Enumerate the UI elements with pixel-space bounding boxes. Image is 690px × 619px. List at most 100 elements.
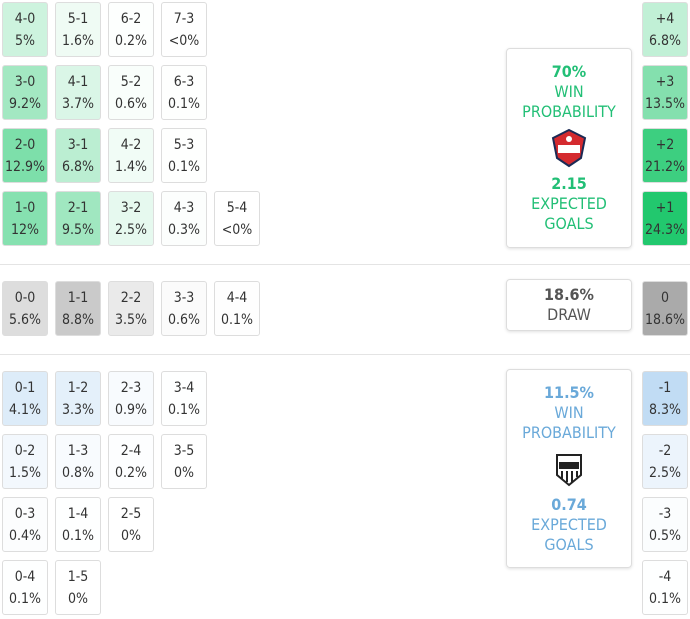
- score-cell: 4-4 0.1%: [214, 281, 260, 336]
- home-logo: [551, 128, 587, 168]
- score-cell: +2 21.2%: [642, 128, 688, 183]
- probability: 21.2%: [644, 158, 685, 175]
- probability: 24.3%: [644, 221, 685, 238]
- score: -3: [658, 505, 672, 522]
- score-cell: 0-2 1.5%: [2, 434, 48, 489]
- probability: 1.6%: [62, 32, 94, 49]
- score-cell: 2-2 3.5%: [108, 281, 154, 336]
- score-cell: 5-1 1.6%: [55, 2, 101, 57]
- probability: 1.5%: [9, 464, 41, 481]
- score-cell: 1-3 0.8%: [55, 434, 101, 489]
- score: 1-2: [67, 379, 89, 396]
- probability: 0.4%: [9, 527, 41, 544]
- score: -1: [658, 379, 672, 396]
- score-cell: +4 6.8%: [642, 2, 688, 57]
- score: 4-0: [14, 10, 36, 27]
- separator: [0, 264, 690, 265]
- score: +4: [655, 10, 675, 27]
- probability: 0%: [174, 464, 194, 481]
- score: 3-1: [67, 136, 89, 153]
- score: 1-4: [67, 505, 89, 522]
- probability: <0%: [221, 221, 253, 238]
- score: 5-2: [120, 73, 142, 90]
- separator: [0, 354, 690, 355]
- score: 0-0: [14, 289, 36, 306]
- probability: 3.3%: [62, 401, 94, 418]
- score-cell: 1-2 3.3%: [55, 371, 101, 426]
- probability: 0.2%: [115, 32, 147, 49]
- probability: 0.1%: [168, 95, 200, 112]
- score-cell: 3-4 0.1%: [161, 371, 207, 426]
- score: 4-1: [67, 73, 89, 90]
- score-cell: 2-5 0%: [108, 497, 154, 552]
- probability: 0.2%: [115, 464, 147, 481]
- score-cell: 5-2 0.6%: [108, 65, 154, 120]
- score-cell: -4 0.1%: [642, 560, 688, 615]
- probability: 6.8%: [649, 32, 681, 49]
- draw-card: 18.6% DRAW: [506, 279, 632, 331]
- probability: 0.1%: [221, 311, 253, 328]
- probability: 0.6%: [168, 311, 200, 328]
- draw-label: DRAW: [547, 305, 591, 324]
- probability: 18.6%: [644, 311, 685, 328]
- score: 2-0: [14, 136, 36, 153]
- score-cell: 1-1 8.8%: [55, 281, 101, 336]
- score: +2: [655, 136, 675, 153]
- score: +1: [655, 199, 675, 216]
- score: -4: [658, 568, 672, 585]
- score: 2-3: [120, 379, 142, 396]
- draw-probability: 18.6%: [544, 285, 594, 304]
- score-cell: 4-3 0.3%: [161, 191, 207, 246]
- score-cell: 1-4 0.1%: [55, 497, 101, 552]
- probability: 0%: [68, 590, 88, 607]
- away-logo: [556, 453, 582, 486]
- probability: 0.9%: [115, 401, 147, 418]
- probability: 12%: [11, 221, 39, 238]
- probability: 9.5%: [62, 221, 94, 238]
- score: 0-2: [14, 442, 36, 459]
- score-cell: -1 8.3%: [642, 371, 688, 426]
- score: 2-2: [120, 289, 142, 306]
- score: 1-3: [67, 442, 89, 459]
- score: 1-0: [14, 199, 36, 216]
- score-cell: 3-0 9.2%: [2, 65, 48, 120]
- score-cell: 2-0 12.9%: [2, 128, 48, 183]
- xg-label: EXPECTED GOALS: [531, 514, 607, 554]
- score-cell: 0-3 0.4%: [2, 497, 48, 552]
- score: 3-3: [173, 289, 195, 306]
- score: 4-3: [173, 199, 195, 216]
- score-cell: 0-4 0.1%: [2, 560, 48, 615]
- score: 3-4: [173, 379, 195, 396]
- probability: 0.1%: [9, 590, 41, 607]
- probability: 5.6%: [9, 311, 41, 328]
- score: 0-3: [14, 505, 36, 522]
- score-cell: 6-2 0.2%: [108, 2, 154, 57]
- score: 1-5: [67, 568, 89, 585]
- score: 3-5: [173, 442, 195, 459]
- score-cell: +3 13.5%: [642, 65, 688, 120]
- score-cell: 1-0 12%: [2, 191, 48, 246]
- score: 2-5: [120, 505, 142, 522]
- score-cell: 7-3 <0%: [161, 2, 207, 57]
- score: 6-3: [173, 73, 195, 90]
- score: 0-4: [14, 568, 36, 585]
- score-cell: 3-2 2.5%: [108, 191, 154, 246]
- score-cell: 0-1 4.1%: [2, 371, 48, 426]
- score: 1-1: [67, 289, 89, 306]
- probability: 2.5%: [649, 464, 681, 481]
- probability: 0.1%: [649, 590, 681, 607]
- probability: 6.8%: [62, 158, 94, 175]
- probability: 12.9%: [4, 158, 45, 175]
- score-cell: 3-3 0.6%: [161, 281, 207, 336]
- score-cell: 4-0 5%: [2, 2, 48, 57]
- score: 6-2: [120, 10, 142, 27]
- score: 0-1: [14, 379, 36, 396]
- probability: 3.7%: [62, 95, 94, 112]
- probability: 4.1%: [9, 401, 41, 418]
- score-cell: -3 0.5%: [642, 497, 688, 552]
- score-cell: 0-0 5.6%: [2, 281, 48, 336]
- score-cell: +1 24.3%: [642, 191, 688, 246]
- score-cell: 2-4 0.2%: [108, 434, 154, 489]
- score: 0: [660, 289, 669, 306]
- score-cell: 5-4 <0%: [214, 191, 260, 246]
